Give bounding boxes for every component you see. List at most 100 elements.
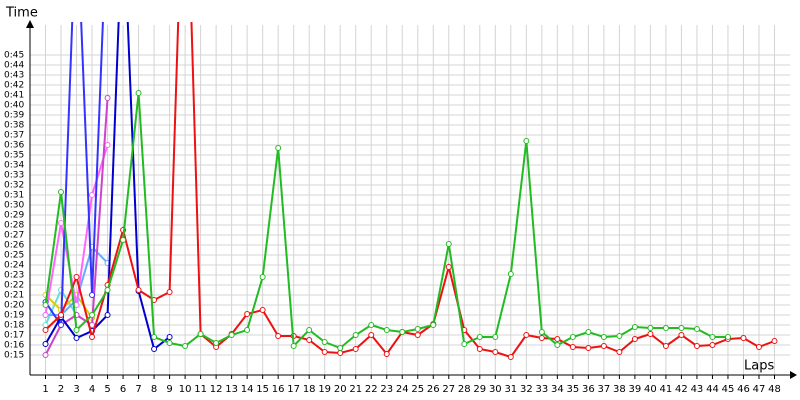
- data-point: [42, 322, 49, 328]
- y-tick-label: 0:42: [4, 81, 24, 91]
- y-tick-label: 0:24: [4, 261, 24, 271]
- data-point: [523, 332, 530, 338]
- data-point: [693, 326, 700, 332]
- data-point: [89, 334, 96, 340]
- data-point: [337, 345, 344, 351]
- data-point: [430, 322, 437, 328]
- x-axis-arrow: [790, 371, 797, 379]
- data-point: [321, 349, 328, 355]
- y-axis-label: Time: [5, 6, 38, 21]
- data-point: [58, 322, 65, 328]
- data-point: [631, 324, 638, 330]
- x-tick-label: 22: [365, 384, 378, 395]
- y-tick-label: 0:39: [4, 111, 24, 121]
- y-axis-arrow: [26, 20, 34, 28]
- y-tick-label: 0:20: [4, 301, 24, 311]
- x-tick-label: 29: [473, 384, 486, 395]
- data-point: [647, 331, 654, 337]
- y-tick-label: 0:38: [4, 121, 24, 131]
- x-tick-label: 39: [629, 384, 642, 395]
- data-point: [89, 192, 96, 198]
- plot-area: [42, 22, 778, 360]
- data-point: [244, 327, 251, 333]
- y-tick-label: 0:43: [4, 71, 24, 81]
- y-tick-label: 0:22: [4, 281, 24, 291]
- x-tick-label: 2: [58, 384, 64, 395]
- data-point: [507, 354, 514, 360]
- data-point: [58, 312, 65, 318]
- data-point: [740, 335, 747, 341]
- x-tick-label: 30: [489, 384, 502, 395]
- x-tick-label: 6: [120, 384, 126, 395]
- x-tick-label: 40: [644, 384, 657, 395]
- y-tick-label: 0:26: [4, 241, 24, 251]
- x-tick-label: 28: [458, 384, 471, 395]
- y-tick-label: 0:29: [4, 211, 24, 221]
- data-point: [275, 145, 282, 151]
- data-point: [352, 332, 359, 338]
- x-tick-label: 43: [691, 384, 704, 395]
- data-point: [135, 287, 142, 293]
- x-tick-label: 14: [241, 384, 254, 395]
- data-point: [616, 349, 623, 355]
- data-point: [104, 312, 111, 318]
- y-tick-label: 0:37: [4, 131, 24, 141]
- data-point: [724, 334, 731, 340]
- data-point: [151, 346, 158, 352]
- data-point: [461, 341, 468, 347]
- grid: [30, 25, 790, 375]
- data-point: [104, 142, 111, 148]
- data-point: [554, 336, 561, 342]
- data-point: [585, 345, 592, 351]
- data-point: [42, 341, 49, 347]
- x-tick-label: 9: [166, 384, 172, 395]
- data-point: [616, 333, 623, 339]
- y-tick-label: 0:25: [4, 251, 24, 261]
- data-point: [58, 220, 65, 226]
- x-tick-label: 16: [272, 384, 285, 395]
- data-point: [228, 332, 235, 338]
- y-tick-label: 0:28: [4, 221, 24, 231]
- x-tick-label: 36: [582, 384, 595, 395]
- y-tick-label: 0:30: [4, 201, 24, 211]
- data-point: [89, 312, 96, 318]
- axes: [26, 20, 797, 379]
- y-tick-label: 0:40: [4, 101, 24, 111]
- data-point: [523, 138, 530, 144]
- data-point: [368, 322, 375, 328]
- x-tick-label: 7: [135, 384, 141, 395]
- x-tick-label: 38: [613, 384, 626, 395]
- data-point: [42, 352, 49, 358]
- x-tick-label: 13: [225, 384, 238, 395]
- data-point: [678, 332, 685, 338]
- data-point: [414, 326, 421, 332]
- x-tick-label: 21: [349, 384, 362, 395]
- data-point: [321, 339, 328, 345]
- data-point: [104, 95, 111, 101]
- data-point: [414, 332, 421, 338]
- y-tick-label: 0:16: [4, 341, 24, 351]
- y-tick-label: 0:18: [4, 321, 24, 331]
- x-tick-label: 12: [210, 384, 223, 395]
- data-point: [771, 338, 778, 344]
- data-point: [709, 342, 716, 348]
- data-point: [42, 327, 49, 333]
- data-point: [662, 343, 669, 349]
- y-tick-label: 0:23: [4, 271, 24, 281]
- x-tick-label: 44: [706, 384, 719, 395]
- x-tick-label: 18: [303, 384, 316, 395]
- data-point: [445, 264, 452, 270]
- x-tick-label: 24: [396, 384, 409, 395]
- x-tick-label: 1: [42, 384, 48, 395]
- data-point: [182, 343, 189, 349]
- y-tick-label: 0:41: [4, 91, 24, 101]
- data-point: [662, 325, 669, 331]
- x-tick-label: 20: [334, 384, 347, 395]
- data-point: [290, 343, 297, 349]
- data-point: [647, 325, 654, 331]
- x-tick-label: 15: [256, 384, 269, 395]
- y-tick-label: 0:27: [4, 231, 24, 241]
- y-tick-label: 0:34: [4, 161, 24, 171]
